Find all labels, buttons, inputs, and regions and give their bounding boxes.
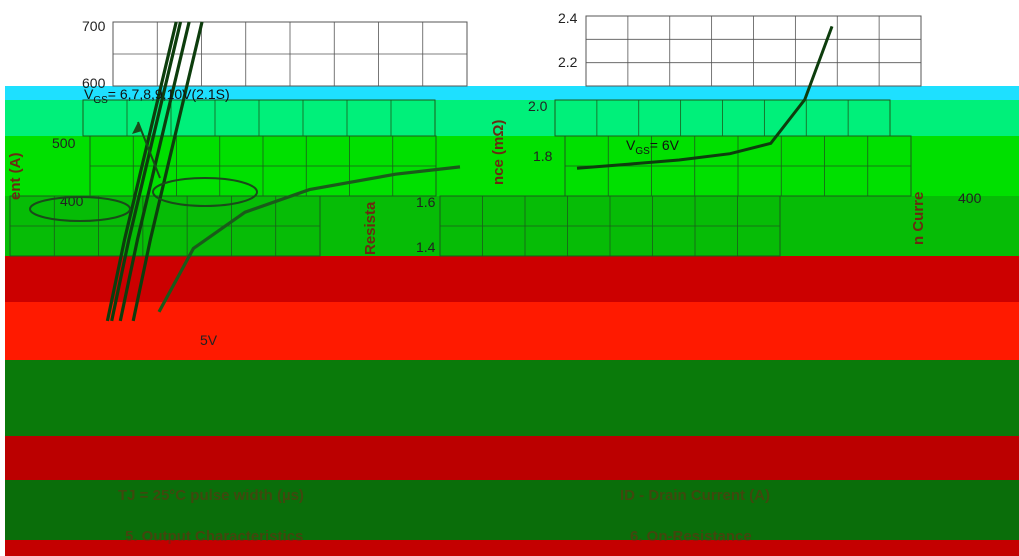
color-band-0 — [5, 86, 1019, 100]
left-yaxis-label: ent (A) — [7, 153, 24, 201]
left-annotation-ellipse — [152, 177, 258, 207]
color-band-4 — [5, 256, 1019, 302]
left-annotation-ellipse-2 — [29, 196, 131, 222]
left-vgs-annotation: VGS= 6,7,8,9,10V(2.1S) — [84, 86, 230, 106]
left-row-caption: TJ = 25°C pulse width (µs) — [118, 487, 304, 504]
right-ytick-2-4: 2.4 — [558, 10, 578, 26]
left-series-line-1 — [110, 21, 183, 322]
right-yaxis-label-part1: Resista — [362, 201, 379, 255]
color-band-8 — [5, 480, 1019, 540]
left-series-line-0 — [105, 21, 178, 322]
right-ytick-1-6: 1.6 — [416, 194, 436, 210]
right-figure-caption: 6. On-Resistance — [630, 528, 752, 545]
third-chart-yaxis-label: n Curre — [910, 192, 927, 245]
right-row-caption: ID - Drain Current (A) — [620, 487, 770, 504]
left-series-line-4 — [157, 165, 461, 313]
third-chart-ytick: 400 — [958, 190, 982, 206]
right-yaxis-label-part2: nce (mΩ) — [490, 120, 507, 185]
left-chart-grid — [9, 21, 468, 257]
right-ytick-1-8: 1.8 — [533, 148, 553, 164]
color-band-7 — [5, 436, 1019, 480]
right-vgs-annotation: VGS= 6V — [626, 137, 680, 157]
right-chart-grid — [439, 15, 922, 257]
color-band-5 — [5, 302, 1019, 360]
color-band-6 — [5, 360, 1019, 436]
left-annotation-arrow — [137, 121, 161, 179]
left-ytick-500: 500 — [52, 135, 76, 151]
left-ytick-400: 400 — [60, 193, 84, 209]
right-series-line-0 — [576, 25, 834, 170]
left-ytick-600: 600 — [82, 75, 106, 91]
left-ytick-700: 700 — [82, 18, 106, 34]
left-xtick-fragment: 5V — [200, 332, 218, 348]
left-annotation-arrowhead — [132, 122, 142, 134]
color-band-9 — [5, 540, 1019, 556]
right-ytick-2-0: 2.0 — [528, 98, 548, 114]
right-ytick-2-2: 2.2 — [558, 54, 578, 70]
right-ytick-1-4: 1.4 — [416, 239, 436, 255]
left-figure-caption: 5. Output Characteristics — [125, 528, 303, 545]
right-chart-series — [576, 25, 834, 170]
color-band-1 — [5, 100, 1019, 136]
left-series-line-3 — [131, 21, 204, 322]
